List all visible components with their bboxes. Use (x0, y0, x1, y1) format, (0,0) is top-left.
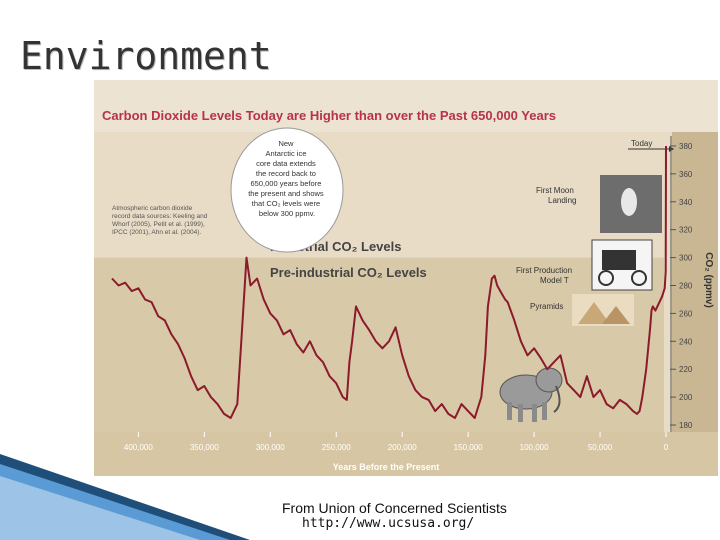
sources-note-line: Whorf (2005), Petit et al. (1999), (112, 221, 205, 228)
model-t-car-body (602, 250, 636, 270)
credit-line-1: From Union of Concerned Scientists (282, 500, 507, 516)
y-tick-label: 300 (679, 254, 693, 263)
y-axis-strip (672, 132, 718, 432)
x-tick-label: 350,000 (190, 443, 219, 452)
today-label: Today (631, 139, 652, 148)
co2-chart-figure: Carbon Dioxide Levels Today are Higher t… (94, 80, 718, 476)
series-group (111, 145, 667, 419)
chart-title: Carbon Dioxide Levels Today are Higher t… (102, 108, 556, 123)
y-tick-label: 220 (679, 365, 693, 374)
x-axis-ticks: 400,000 350,000 300,000 250,000 200,000 150,0… (124, 432, 669, 452)
y-tick-label: 340 (679, 198, 693, 207)
chart-title-strip (94, 80, 718, 132)
x-tick-label: 100,000 (520, 443, 549, 452)
svg-text:Atmospheric carbon dioxide: Atmospheric carbon dioxide record data s… (112, 205, 209, 236)
corner-decoration-pale (0, 476, 200, 540)
co2-chart: Carbon Dioxide Levels Today are Higher t… (94, 80, 718, 476)
x-tick-label: 400,000 (124, 443, 153, 452)
y-tick-label: 280 (679, 281, 693, 290)
model-t-annotation: First Production Model T (516, 239, 653, 291)
y-tick-label: 260 (679, 309, 693, 318)
corner-decoration (0, 454, 250, 540)
credit-block: From Union of Concerned Scientists http:… (282, 500, 507, 532)
credit-url[interactable]: http://www.ucsusa.org/ (302, 516, 475, 531)
svg-text:New Antarctic ice: New Antarctic ice core data extends the … (248, 139, 326, 218)
svg-text:First Moon Landing: First Moon Landing (536, 186, 576, 205)
sources-note-line: Atmospheric carbon dioxide (112, 205, 193, 212)
preindustrial-band-label: Pre-industrial CO₂ Levels (270, 265, 427, 280)
slide-title: Environment (20, 34, 272, 78)
y-axis-ticks: 180 200 220 240 260 280 300 320 340 360 380 (670, 136, 693, 432)
ice-core-bubble: New Antarctic ice core data extends the … (230, 127, 344, 253)
y-tick-label: 380 (679, 142, 693, 151)
sources-note-line: IPCC (2001), Ahn et al. (2004). (112, 229, 201, 236)
y-tick-label: 360 (679, 170, 693, 179)
x-tick-label: 50,000 (588, 443, 613, 452)
x-axis-label: Years Before the Present (333, 462, 440, 472)
x-axis-strip (94, 432, 718, 476)
x-tick-label: 300,000 (256, 443, 285, 452)
x-tick-label: 150,000 (454, 443, 483, 452)
moon-landing-annotation: First Moon Landing (536, 175, 662, 233)
y-tick-label: 180 (679, 421, 693, 430)
mammoth-illustration (499, 367, 563, 422)
sources-note: Atmospheric carbon dioxide record data s… (112, 205, 209, 236)
svg-text:First Production Model: First Production Model T (516, 266, 574, 285)
pyramids-label: Pyramids (530, 302, 563, 311)
co2-series-line (111, 145, 667, 419)
x-tick-label: 0 (664, 443, 669, 452)
y-tick-label: 240 (679, 337, 693, 346)
pyramids-annotation: Pyramids (530, 294, 634, 326)
astronaut-figure (621, 188, 637, 216)
x-tick-label: 200,000 (388, 443, 417, 452)
y-tick-label: 320 (679, 226, 693, 235)
y-tick-label: 200 (679, 393, 693, 402)
y-axis-label: CO₂ (ppmv) (703, 252, 714, 308)
sources-note-line: record data sources: Keeling and (112, 213, 208, 220)
x-tick-label: 250,000 (322, 443, 351, 452)
